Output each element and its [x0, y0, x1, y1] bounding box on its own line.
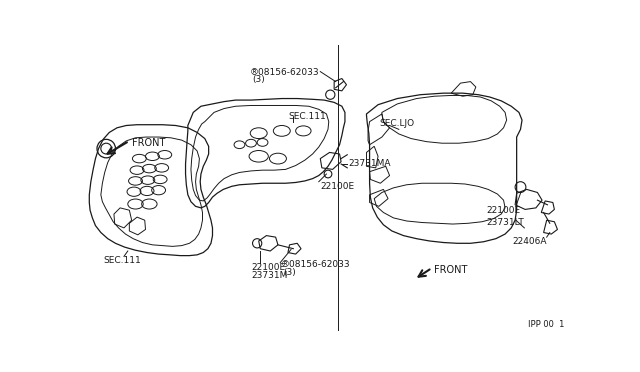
- Text: SEC.LJO: SEC.LJO: [380, 119, 415, 128]
- Text: 22100E: 22100E: [320, 182, 355, 191]
- Text: (3): (3): [253, 76, 266, 84]
- Text: ®08156-62033: ®08156-62033: [280, 260, 350, 269]
- Text: 23731M: 23731M: [251, 271, 287, 280]
- Text: IPP 00  1: IPP 00 1: [528, 320, 564, 329]
- Text: 22100E: 22100E: [486, 206, 521, 215]
- Text: 23731LT: 23731LT: [486, 218, 524, 227]
- Text: ®08156-62033: ®08156-62033: [250, 68, 319, 77]
- Text: FRONT: FRONT: [132, 138, 165, 148]
- Text: 23731MA: 23731MA: [348, 160, 390, 169]
- Text: FRONT: FRONT: [435, 265, 468, 275]
- Text: 22406A: 22406A: [513, 237, 547, 246]
- Text: (3): (3): [284, 268, 296, 277]
- Text: SEC.111: SEC.111: [103, 256, 141, 265]
- Text: SEC.111: SEC.111: [288, 112, 326, 121]
- Text: 22100E: 22100E: [251, 263, 285, 272]
